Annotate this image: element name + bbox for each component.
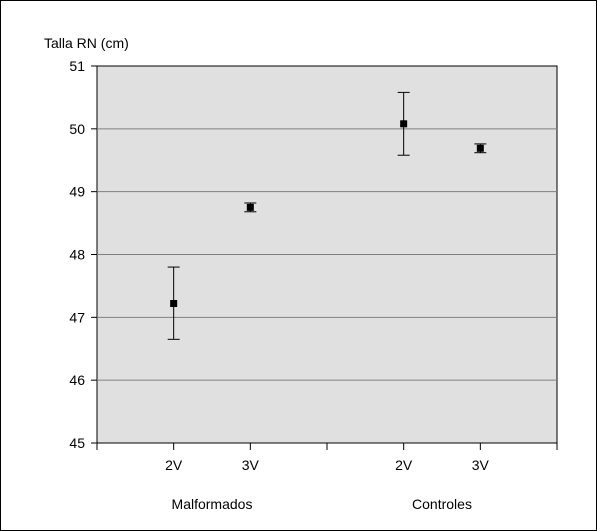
y-tick-label: 49	[69, 184, 85, 200]
y-axis-label: Talla RN (cm)	[44, 35, 129, 51]
y-axis: 45 46 47 48 49 50 51	[69, 58, 97, 451]
y-tick-label: 48	[69, 247, 85, 263]
y-tick-label: 50	[69, 121, 85, 137]
data-point	[246, 203, 254, 211]
x-tick-label: 2V	[165, 457, 183, 473]
data-point	[400, 120, 408, 128]
x-tick-label: 3V	[472, 457, 490, 473]
group-label-controles: Controles	[412, 496, 472, 512]
y-tick-label: 51	[69, 58, 85, 74]
x-tick-label: 2V	[395, 457, 413, 473]
y-tick-label: 47	[69, 309, 85, 325]
group-label-malformados: Malformados	[172, 496, 253, 512]
data-point	[170, 300, 178, 308]
y-tick-label: 45	[69, 435, 85, 451]
x-tick-label: 3V	[242, 457, 260, 473]
data-point	[476, 144, 484, 152]
data-marks	[167, 91, 487, 340]
x-axis: 2V 3V 2V 3V	[96, 443, 558, 473]
y-tick-label: 46	[69, 372, 85, 388]
